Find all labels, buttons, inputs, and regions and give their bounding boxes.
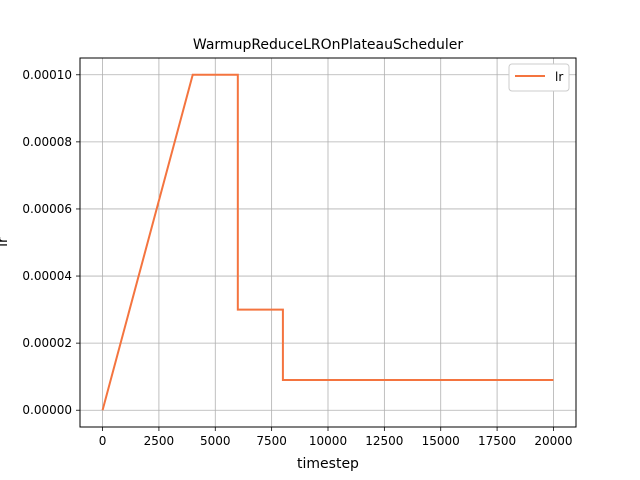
x-axis-label: timestep xyxy=(297,456,359,472)
chart-title: WarmupReduceLROnPlateauScheduler xyxy=(193,37,463,53)
x-tick-label: 5000 xyxy=(200,434,231,448)
x-tick-label: 15000 xyxy=(422,434,460,448)
grid-lines xyxy=(80,58,576,427)
x-tick-label: 0 xyxy=(99,434,107,448)
legend-box xyxy=(508,63,570,92)
x-tick-label: 17500 xyxy=(478,434,516,448)
x-tick-label: 7500 xyxy=(256,434,287,448)
y-tick-label: 0.00006 xyxy=(22,202,72,216)
x-tick-label: 12500 xyxy=(365,434,403,448)
y-tick-label: 0.00010 xyxy=(22,68,72,82)
x-tick-label: 20000 xyxy=(534,434,572,448)
x-tick-label: 2500 xyxy=(144,434,175,448)
y-axis-ticks: 0.00000 0.00002 0.00004 0.00006 0.00008 0.000… xyxy=(22,68,80,417)
y-tick-label: 0.00000 xyxy=(22,403,72,417)
x-axis-ticks: 0 2500 5000 7500 10000 12500 15000 17500 20000 xyxy=(99,427,573,448)
y-axis-label: lr xyxy=(0,237,11,247)
y-tick-label: 0.00008 xyxy=(22,135,72,149)
series-layer xyxy=(101,73,554,411)
y-tick-label: 0.00004 xyxy=(22,269,72,283)
legend-label-lr: lr xyxy=(555,70,563,84)
y-tick-label: 0.00002 xyxy=(22,336,72,350)
legend: lr xyxy=(508,63,570,92)
x-tick-label: 10000 xyxy=(309,434,347,448)
series-line-lr xyxy=(101,73,554,411)
